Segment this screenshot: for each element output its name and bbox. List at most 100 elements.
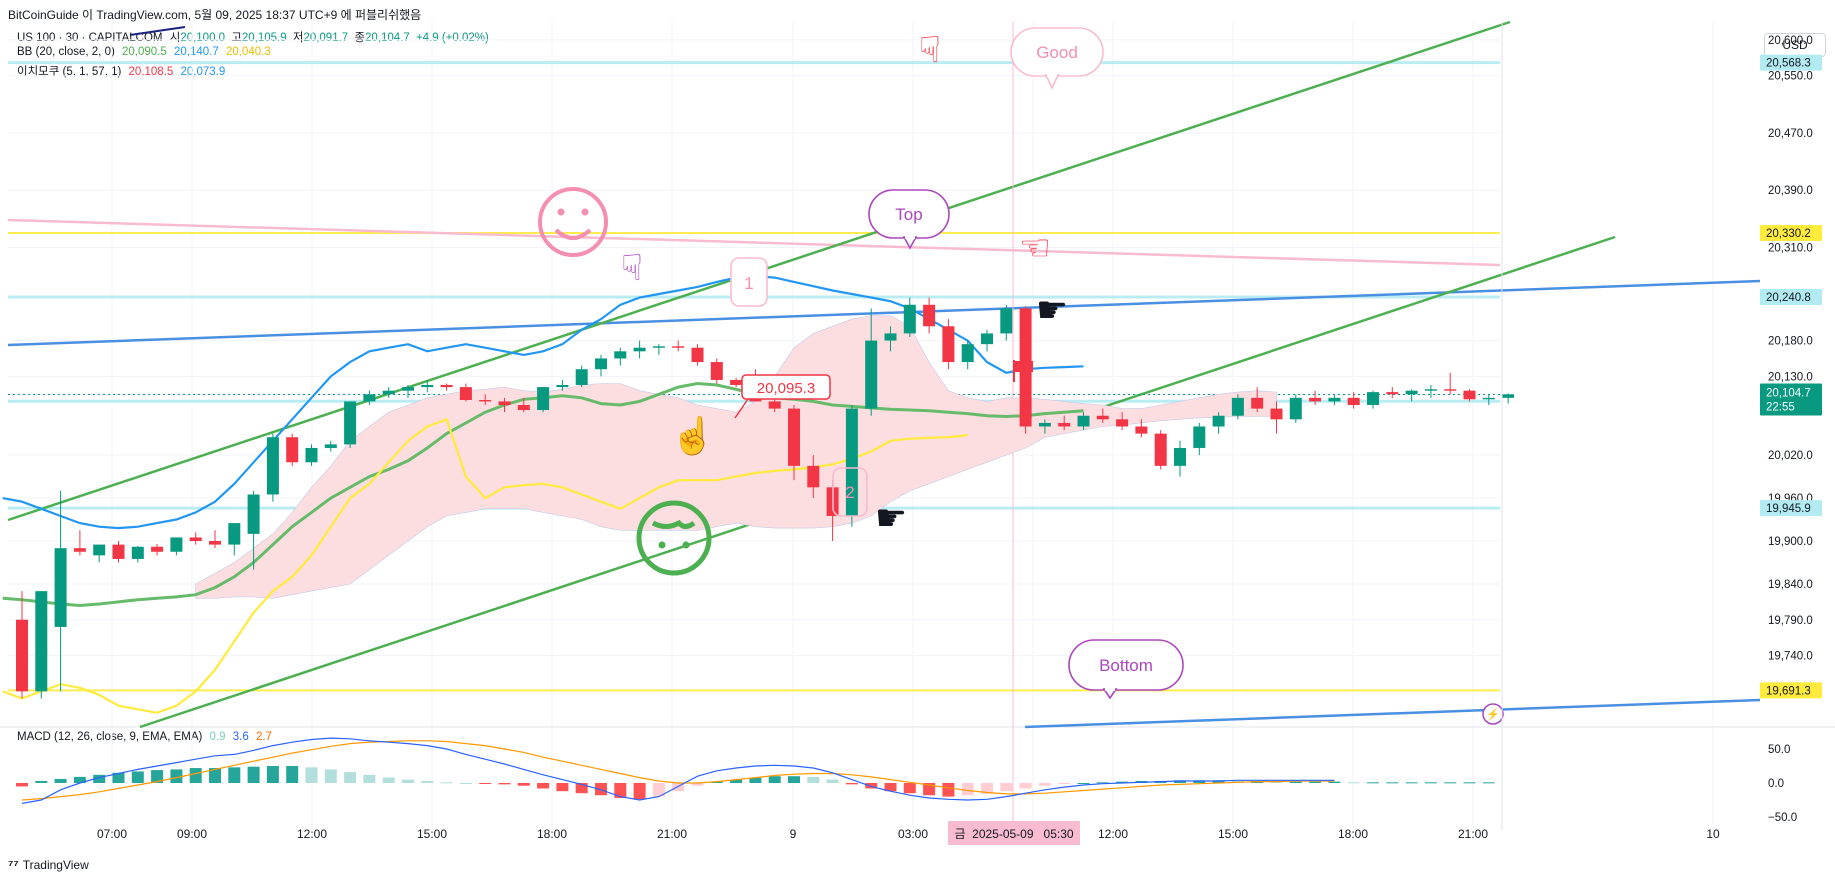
macd-hist-bar (884, 783, 897, 792)
candle-body (209, 541, 221, 545)
price-note-text: 20,095.3 (757, 380, 815, 397)
pointing-hand-icon: ☟ (621, 247, 643, 288)
macd-hist-bar (710, 781, 723, 783)
footer-brand: TradingView (22, 857, 89, 872)
price-level-tag-text: 19,945.9 (1766, 503, 1811, 515)
candle-body (93, 544, 106, 556)
candle-body (1251, 397, 1264, 409)
candle-body (1154, 433, 1167, 466)
pointing-hand-icon: ☛ (1036, 289, 1068, 330)
candle-body (884, 333, 897, 341)
pointing-hand-icon: ☝ (671, 414, 716, 457)
candle-body (1058, 422, 1071, 427)
macd-label: MACD (12, 26, close, 9, EMA, EMA) (17, 731, 203, 743)
macd-hist-bar (16, 783, 28, 787)
time-tick-label: 12:00 (1098, 827, 1128, 841)
candle-body (305, 447, 318, 463)
candle-body (1000, 308, 1013, 334)
candle-body (73, 548, 86, 552)
candle-body (344, 401, 357, 445)
crosshair-time-tag (948, 821, 1080, 845)
high-label: 고 (231, 32, 242, 44)
candle-body (652, 346, 665, 348)
smile-icon-eye (581, 208, 589, 216)
macd-hist-bar (691, 783, 704, 786)
candle-body (768, 401, 781, 409)
macd-hist-bar (1270, 781, 1283, 783)
macd-hist-bar (151, 770, 164, 783)
macd-legend[interactable]: MACD (12, 26, close, 9, EMA, EMA) 0.9 3.… (17, 731, 276, 743)
tradingview-logo-icon: ⁷⁷ (8, 857, 19, 872)
pointing-hand-icon: ☜ (1019, 227, 1051, 268)
candle-body (981, 333, 993, 345)
candle-body (324, 444, 337, 448)
lightning-icon-glyph: ⚡ (1486, 708, 1500, 721)
candle-body (440, 384, 453, 388)
candle-body (633, 347, 646, 352)
lightning-icon (1482, 703, 1504, 725)
macd-hist-bar (479, 783, 492, 784)
low-label: 저 (292, 32, 304, 44)
pointing-hand-icon: ☛ (875, 497, 907, 538)
candle-body (1424, 389, 1437, 391)
frown-smile-icon-mouth (651, 519, 696, 529)
pointing-hand-icon: ☟ (919, 29, 941, 70)
time-axis[interactable]: 07:0009:0012:0015:0018:0021:00903:0009:0… (97, 821, 1720, 845)
candle-body (1502, 394, 1515, 398)
symbol-legend[interactable]: US 100 · 30 · CAPITALCOM 시20,100.0 고20,1… (17, 29, 493, 45)
price-level-tag-text: 20,330.2 (1766, 228, 1811, 240)
ichimoku-label: 이치모쿠 (5, 1, 57, 1) (17, 66, 122, 78)
candle-body (35, 591, 48, 692)
candle-body (459, 387, 472, 400)
macd-hist-bar (826, 779, 839, 783)
open-value: 20,100.0 (180, 32, 226, 44)
price-tick-label: 20,390.0 (1768, 185, 1813, 197)
price-note-box (741, 374, 831, 400)
macd-hist-bar (1386, 782, 1399, 784)
macd-hist-bar (1424, 782, 1437, 784)
bb-upper-value: 20,140.7 (173, 46, 219, 58)
macd-hist-bar (1212, 780, 1225, 783)
navy-trendline (129, 26, 186, 36)
macd-hist-bar (633, 783, 646, 800)
price-tick-label: 19,900.0 (1768, 536, 1813, 548)
macd-hist-bar (228, 767, 241, 783)
high-value: 20,105.9 (241, 32, 287, 44)
macd-hist-bar (1482, 782, 1495, 784)
candle-body (923, 304, 936, 327)
open-label: 시 (169, 32, 181, 44)
change-value: +4.9 (+0.02%) (415, 32, 489, 44)
candle-body (1096, 415, 1109, 420)
frown-smile-icon-eye (658, 541, 666, 549)
macd-hist-bar (575, 783, 588, 794)
macd-hist-bar (1096, 782, 1109, 784)
candle-body (151, 546, 164, 552)
symbol-name: US 100 · 30 · CAPITALCOM (17, 32, 163, 44)
bb-legend[interactable]: BB (20, close, 2, 0) 20,090.5 20,140.7 2… (17, 46, 275, 58)
candle-body (1347, 397, 1360, 406)
candle-body (16, 619, 28, 692)
flag-icon (1015, 361, 1033, 372)
two-text: 2 (845, 483, 854, 502)
macd-hist-bar (286, 766, 299, 783)
price-scale[interactable]: 20,600.0 20,550.0 20,470.0 20,390.0 20,310.0… (1501, 22, 1822, 830)
price-tick-label: 20,470.0 (1768, 128, 1813, 140)
macd-hist-bar (1019, 783, 1032, 789)
candle-body (1309, 397, 1322, 402)
candle-body (807, 465, 820, 488)
macd-hist-bar (961, 783, 974, 796)
candle-body (865, 340, 878, 409)
macd-hist-bar (324, 769, 337, 783)
bottom-text: Bottom (1099, 656, 1153, 675)
macd-line (21, 737, 1335, 804)
ichimoku-a-value: 20,108.5 (128, 66, 174, 78)
time-tick-label: 21:00 (1458, 827, 1488, 841)
candle-body (942, 326, 955, 363)
price-level-tag (1760, 500, 1822, 517)
currency-button[interactable]: USD (1764, 33, 1826, 57)
candle-body (1231, 397, 1244, 416)
countdown-tag-text: 22:55 (1766, 401, 1795, 413)
smile-icon-mouth (554, 228, 592, 240)
macd-hist-bar (749, 777, 762, 783)
